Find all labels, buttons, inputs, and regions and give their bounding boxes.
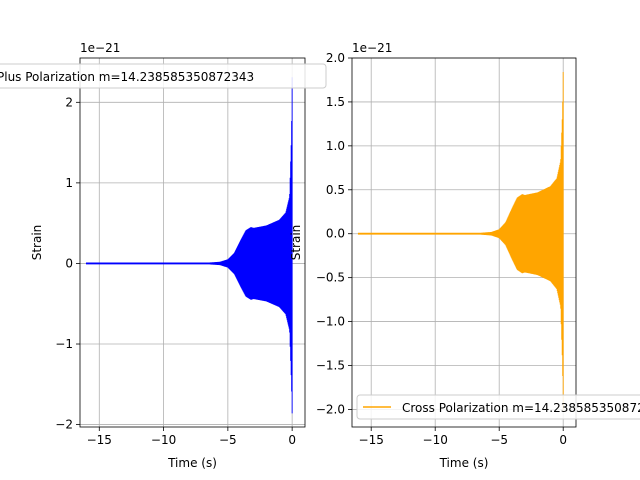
plus-x-tick-label: −5: [219, 433, 237, 447]
plus-legend-label: Plus Polarization m=14.238585350872343: [0, 70, 254, 84]
plus-legend-box: [0, 63, 327, 89]
plus-y-tick-label: 0: [65, 256, 73, 270]
plus-x-tick-label: −10: [151, 433, 176, 447]
plus-offset-text: 1e−21: [80, 41, 120, 55]
cross-x-tick-label: −5: [490, 433, 508, 447]
cross-y-tick-label: −0.5: [316, 271, 345, 285]
plus-y-axis-label: Strain: [30, 225, 44, 261]
plus-x-tick-label: 0: [288, 433, 296, 447]
cross-y-tick-label: −1.5: [316, 359, 345, 373]
cross-axes-frame: [351, 57, 577, 428]
cross-x-axis-label: Time (s): [439, 456, 489, 470]
cross-legend-label: Cross Polarization m=14.238585350872343: [402, 401, 640, 415]
cross-offset-text: 1e−21: [352, 41, 392, 55]
cross-y-tick-label: −2.0: [316, 402, 345, 416]
plus-y-tick-label: 2: [65, 95, 73, 109]
plus-polarization-series-line: [85, 77, 293, 414]
cross-legend-box: [356, 394, 640, 420]
cross-polarization-series-line: [357, 72, 564, 411]
plus-y-tick-label: −2: [55, 418, 73, 432]
cross-y-tick-label: 0.5: [326, 183, 345, 197]
plus-axes-frame: [79, 57, 306, 428]
cross-x-tick-label: −15: [359, 433, 384, 447]
cross-y-tick-label: 2.0: [326, 51, 345, 65]
plus-x-axis-label: Time (s): [167, 456, 217, 470]
plus-y-tick-label: −1: [55, 337, 73, 351]
cross-x-tick-label: −10: [423, 433, 448, 447]
plus-x-tick-label: −15: [87, 433, 112, 447]
cross-y-tick-label: 0.0: [326, 227, 345, 241]
cross-y-tick-label: −1.0: [316, 315, 345, 329]
cross-polarization-panel: −15 −10 −5 0 −2.0 −1.5 −1.0 −0.5 0.0 0.5 1.0 1.5 2.0…: [289, 41, 640, 470]
plus-y-tick-label: 1: [65, 176, 73, 190]
cross-y-axis-label: Strain: [289, 225, 303, 261]
cross-x-tick-label: 0: [559, 433, 567, 447]
cross-y-tick-label: 1.0: [326, 139, 345, 153]
cross-y-tick-label: 1.5: [326, 95, 345, 109]
